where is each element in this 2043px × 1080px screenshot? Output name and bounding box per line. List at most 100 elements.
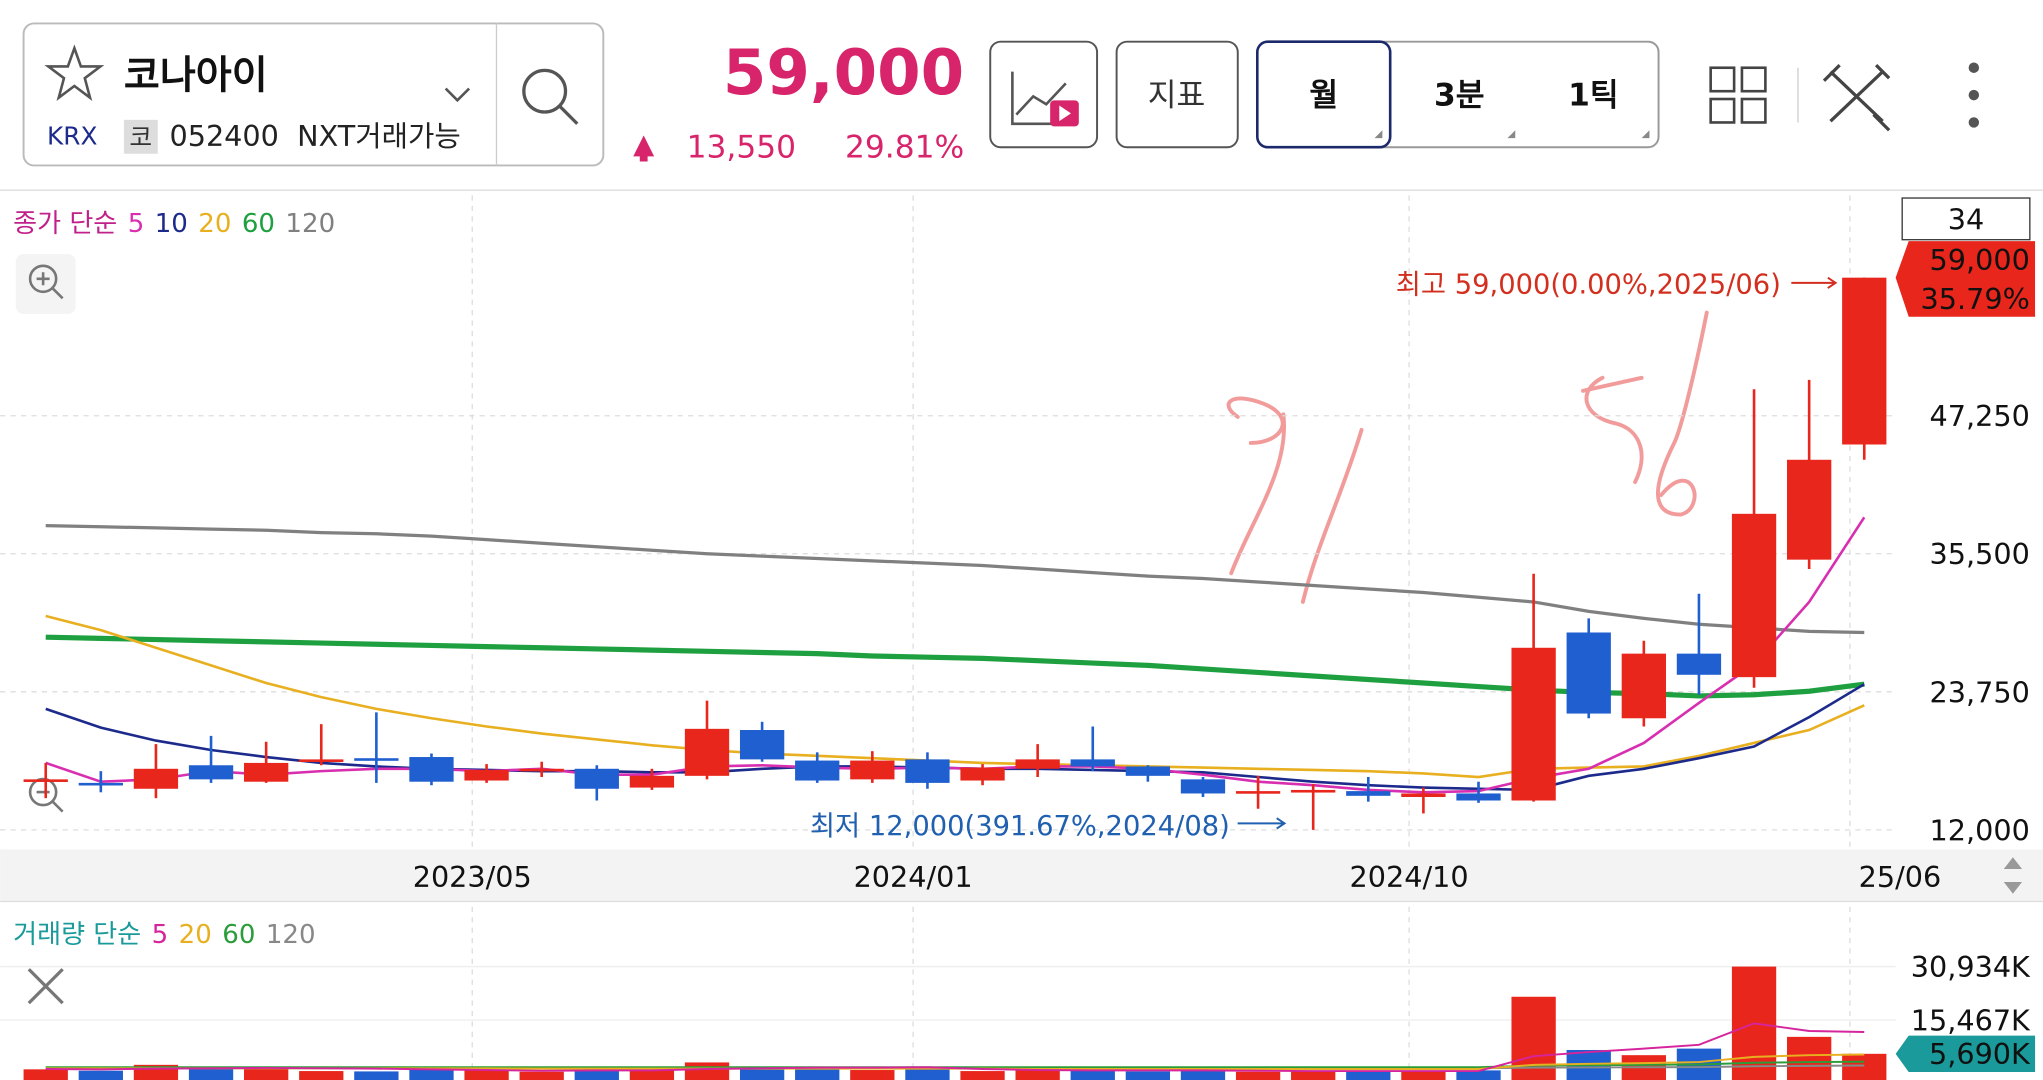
candle-body — [1015, 759, 1060, 769]
candle-body — [464, 769, 509, 781]
handwriting — [1226, 310, 1709, 604]
volume-bar — [1787, 1036, 1832, 1080]
legend-item: 20 — [198, 209, 231, 239]
candle-body — [629, 775, 675, 788]
nxt-status: NXT거래가능 — [297, 119, 461, 153]
volume-bar — [1346, 1071, 1391, 1080]
volume-bar — [188, 1067, 234, 1080]
current-price-label: 59,000 — [1930, 243, 2030, 277]
volume-bar — [1125, 1071, 1171, 1080]
volume-bar — [299, 1071, 344, 1080]
candle-body — [1787, 459, 1832, 560]
candle-body — [1566, 632, 1611, 714]
legend-item: 120 — [266, 920, 316, 950]
tab[interactable]: 월 — [1309, 78, 1338, 114]
candle-body — [1346, 791, 1391, 796]
y-tick-label: 15,467K — [1911, 1003, 2031, 1037]
tab[interactable]: 1틱 — [1568, 78, 1619, 114]
volume-bar — [1842, 1053, 1887, 1080]
current-change-label: 35.79% — [1921, 282, 2030, 316]
candle-body — [1070, 759, 1115, 767]
moving-average — [45, 614, 1865, 779]
volume-bar — [23, 1069, 68, 1080]
volume-bar — [684, 1062, 730, 1080]
volume-bar — [629, 1070, 675, 1080]
zoom-in[interactable] — [15, 254, 76, 314]
tab-selected[interactable] — [1255, 40, 1392, 149]
chart-video-button[interactable] — [989, 40, 1099, 149]
x-tick-label: 2024/01 — [854, 860, 973, 894]
menu-button[interactable] — [1968, 62, 1980, 128]
x-axis-band — [0, 849, 2043, 902]
candle-body — [960, 767, 1005, 781]
candle-body — [739, 730, 785, 760]
max-arrow — [1791, 276, 1838, 289]
count-box — [1901, 197, 2031, 241]
close-volume[interactable] — [27, 968, 64, 1005]
candle-body — [684, 728, 730, 776]
candle-body — [1676, 653, 1722, 675]
x-tick-label: 2024/10 — [1350, 860, 1469, 894]
candle-body — [1401, 793, 1446, 797]
moving-average — [45, 634, 1865, 699]
candle-body — [409, 757, 454, 782]
favorite-star[interactable] — [44, 44, 105, 102]
indicator-button[interactable] — [1115, 40, 1239, 149]
y-tick-label: 30,934K — [1911, 950, 2031, 984]
candle-body — [795, 760, 840, 781]
tab[interactable]: 3분 — [1434, 78, 1485, 114]
legend-item: 5 — [152, 920, 169, 950]
volume-bar — [574, 1069, 619, 1080]
min-arrow — [1237, 817, 1287, 830]
indicator-label: 지표 — [1148, 78, 1206, 114]
y-tick-label: 35,500 — [1930, 537, 2030, 571]
volume-bar — [78, 1070, 123, 1080]
candle-body — [1180, 779, 1226, 794]
volume-bar — [795, 1068, 840, 1080]
candle-body — [1456, 793, 1501, 801]
volume-bar — [960, 1071, 1005, 1080]
volume-bar — [1456, 1070, 1501, 1080]
candle-body — [519, 768, 564, 772]
volume-bar — [1235, 1071, 1281, 1080]
volume-bar — [1070, 1070, 1115, 1080]
layout-button[interactable] — [1709, 66, 1767, 124]
candle-body — [905, 759, 950, 783]
volume-bar — [1401, 1071, 1446, 1080]
change-rate: 29.81% — [845, 130, 964, 166]
candle-body — [1291, 789, 1336, 793]
candle-body — [1621, 653, 1666, 719]
y-tick-label: 12,000 — [1930, 813, 2030, 847]
search-button[interactable] — [522, 68, 579, 125]
volume-bar — [1015, 1070, 1060, 1080]
legend-prefix: 종가 단순 — [13, 209, 117, 239]
volume-bar — [1291, 1071, 1336, 1080]
volume-bar — [905, 1068, 950, 1080]
legend-item: 120 — [285, 209, 335, 239]
min-annotation: 최저 12,000(391.67%,2024/08) — [810, 811, 1230, 842]
legend-item: 5 — [128, 209, 145, 239]
legend-item: 60 — [242, 209, 275, 239]
badge: 코 — [129, 123, 152, 152]
volume-bar — [519, 1071, 564, 1080]
dropdown-arrow[interactable] — [444, 87, 471, 103]
visible-count: 34 — [1948, 202, 1984, 236]
candle-body — [1731, 513, 1777, 678]
moving-average — [45, 523, 1865, 635]
volume-tag — [1895, 1035, 2036, 1073]
y-tick-label: 47,250 — [1930, 399, 2030, 433]
candle-body — [23, 779, 68, 782]
zoom-out[interactable] — [28, 777, 64, 813]
volume-legend: 거래량 단순 5 20 60 120 — [13, 920, 315, 950]
candle-body — [1511, 647, 1556, 801]
candle-body — [78, 782, 123, 786]
tools-button[interactable] — [1822, 63, 1891, 132]
volume-bar — [850, 1070, 895, 1080]
stock-name: 코나아이 — [124, 54, 268, 99]
stock-box[interactable] — [22, 22, 605, 167]
x-tick-label: 25/06 — [1859, 860, 1942, 894]
legend-prefix: 거래량 단순 — [13, 920, 141, 950]
scroll-arrows[interactable] — [2003, 857, 2023, 894]
volume-bar — [739, 1066, 785, 1080]
